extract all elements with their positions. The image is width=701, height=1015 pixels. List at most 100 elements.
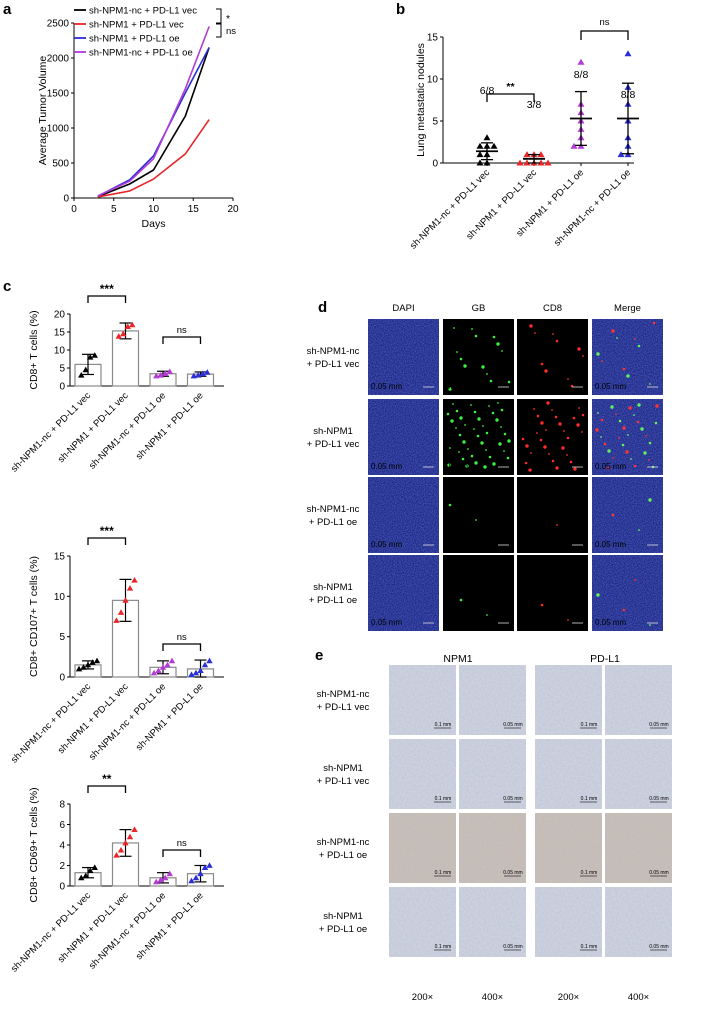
data-point — [192, 669, 200, 676]
x-axis-title: Days — [142, 218, 166, 230]
fluorescence-speck — [534, 332, 536, 334]
sig-bracket — [162, 849, 202, 857]
y-tick-label: 10 — [427, 75, 439, 86]
data-point — [537, 159, 545, 166]
data-point — [199, 370, 206, 377]
y-tick-label: 1500 — [47, 89, 70, 100]
dapi-texture — [368, 319, 439, 395]
fluorescence-speck — [459, 357, 463, 361]
legend-label: sh-NPM1-nc + PD-L1 vec — [89, 6, 197, 17]
series-line — [97, 47, 210, 198]
data-point — [164, 661, 171, 668]
y-tick-label: 0 — [59, 673, 65, 684]
fluorescence-speck — [449, 447, 451, 449]
data-point — [523, 151, 531, 158]
legend-label: sh-NPM1 + PD-L1 vec — [89, 20, 184, 31]
fluorescence-speck — [643, 451, 647, 455]
data-point — [131, 577, 138, 583]
fluorescence-speck — [536, 414, 540, 418]
fluorescence-image — [517, 555, 588, 631]
data-point — [483, 159, 491, 166]
column-header: Merge — [614, 303, 641, 314]
fluorescence-speck — [474, 461, 478, 465]
fluorescence-speck — [637, 344, 641, 348]
fluorescence-speck — [473, 428, 475, 430]
data-point — [166, 870, 173, 877]
fluorescence-speck — [606, 466, 610, 470]
data-point — [476, 142, 484, 149]
ihc-texture — [535, 887, 602, 957]
scale-bar-label: 0.05 mm — [371, 618, 402, 627]
scale-bar-label: 0.05 mm — [649, 870, 668, 876]
fluorescence-speck — [461, 457, 465, 461]
fluorescence-speck — [622, 426, 626, 430]
data-point — [93, 657, 101, 664]
scale-bar-label: 0.05 mm — [503, 796, 522, 802]
data-point — [113, 617, 120, 623]
magnification-label: 200× — [558, 992, 579, 1003]
fluorescence-speck — [448, 503, 452, 507]
ratio-label: 3/8 — [527, 99, 542, 111]
data-point — [516, 159, 524, 166]
sig-annotation: * — [226, 13, 230, 25]
sig-bracket — [216, 8, 222, 24]
x-tick-label: sh-NPM1 + PD-L1 oe — [134, 681, 206, 753]
fluorescence-speck — [596, 593, 600, 597]
scale-bar-label: 0.1 mm — [581, 722, 598, 728]
sig-annotation: *** — [100, 524, 114, 538]
data-point — [120, 330, 127, 337]
row-label-line2: + PD-L1 vec — [317, 776, 370, 787]
data-point — [122, 839, 129, 846]
fluorescence-speck — [622, 608, 626, 612]
data-point — [201, 864, 209, 870]
scale-bar-label: 0.1 mm — [435, 796, 452, 802]
ihc-texture — [389, 813, 456, 883]
fluorescence-speck — [551, 459, 555, 463]
fluorescence-speck — [636, 420, 640, 424]
data-point — [490, 142, 498, 149]
row-label-line1: sh-NPM1-nc — [307, 346, 360, 357]
fluorescence-speck — [652, 321, 656, 325]
fluorescence-speck — [529, 324, 533, 328]
fluorescence-speck — [492, 335, 496, 339]
fluorescence-speck — [492, 462, 496, 466]
ihc-texture — [535, 739, 602, 809]
fluorescence-speck — [540, 603, 544, 607]
fluorescence-speck — [459, 598, 463, 602]
fluorescence-speck — [500, 426, 502, 428]
y-tick-label: 0 — [432, 159, 438, 170]
fluorescence-speck — [633, 414, 635, 416]
fluorescence-speck — [539, 438, 543, 442]
fluorescence-speck — [596, 352, 600, 356]
fluorescence-speck — [530, 452, 532, 454]
fluorescence-speck — [625, 450, 629, 454]
fluorescence-speck — [627, 434, 629, 436]
row-label-line2: + PD-L1 oe — [319, 850, 367, 861]
x-tick-label: 0 — [71, 204, 77, 215]
data-point — [197, 667, 204, 673]
group-header: NPM1 — [443, 653, 472, 665]
fluorescence-speck — [503, 432, 507, 436]
data-point — [153, 372, 160, 379]
y-tick-label: 15 — [427, 33, 439, 44]
fluorescence-speck — [601, 360, 603, 362]
fluorescence-speck — [524, 461, 528, 465]
bar — [111, 330, 140, 387]
ratio-label: 8/8 — [621, 89, 636, 101]
data-point — [153, 878, 160, 885]
fluorescence-image — [517, 477, 588, 553]
scale-bar-label: 0.1 mm — [581, 944, 598, 950]
x-tick-label: sh-NPM1-nc + PD-L1 oe — [552, 167, 633, 248]
data-point — [159, 664, 167, 670]
chart-a-tumor-volume: 0 500 1000 1500 2000 2500 0 5 10 15 20 Days Average … — [37, 6, 239, 231]
fluorescence-speck — [569, 460, 573, 464]
fluorescence-speck — [455, 427, 457, 429]
scale-bar-label: 0.05 mm — [371, 462, 402, 471]
panel-letter-e: e — [315, 647, 323, 664]
fluorescence-speck — [455, 409, 459, 413]
panel-letter-b: b — [396, 1, 405, 18]
fluorescence-speck — [446, 412, 450, 416]
fluorescence-speck — [546, 401, 550, 405]
